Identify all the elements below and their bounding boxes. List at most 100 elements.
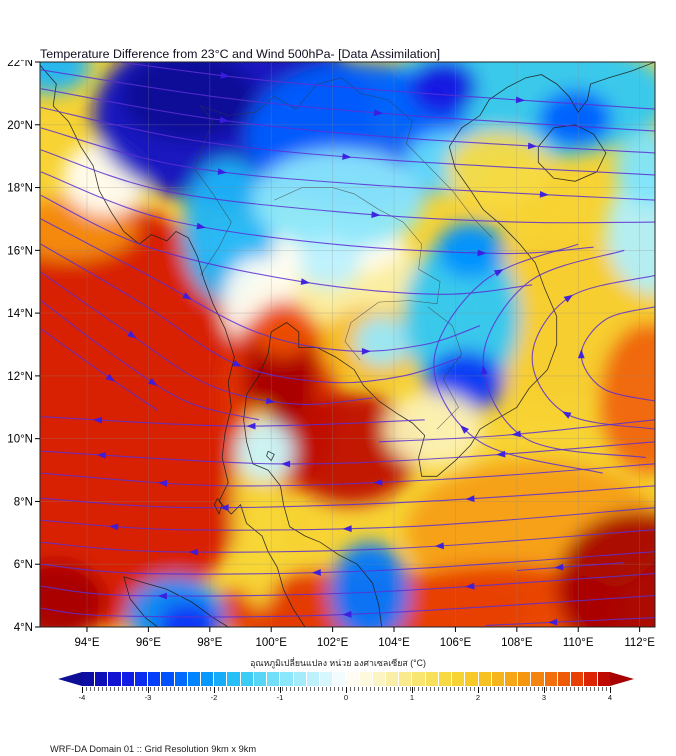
wind-arrow-icon [577,349,585,359]
wind-arrow-icon [158,479,168,487]
wind-arrow-icon [373,109,384,117]
colorbar-tick-value: 1 [409,693,415,702]
colorbar-tick-value: -4 [78,693,86,702]
colorbar-cell [386,672,399,686]
lon-axis-label: 112°E [624,637,655,649]
streamline [531,274,655,430]
colorbar-cell [544,672,557,686]
colorbar-right-arrow [610,672,634,686]
colorbar-major-tick [478,687,479,693]
colorbar-body [82,672,610,686]
anomaly-blob [615,131,655,207]
wind-arrow-icon [342,153,352,160]
lon-axis-label: 94°E [74,637,99,649]
colorbar-cell [584,672,597,686]
colorbar-cell [399,672,412,686]
colorbar-cell [425,672,438,686]
colorbar-major-tick [412,687,413,693]
coastline-path [537,124,607,182]
lon-axis-label: 110°E [563,637,594,649]
anomaly-blob [235,421,295,482]
colorbar-major-tick [148,687,149,693]
footer-domain-info: WRF-DA Domain 01 :: Grid Resolution 9km … [50,744,257,754]
streamline [486,617,655,626]
colorbar-cell [293,672,306,686]
anomaly-blob [252,300,315,358]
coastline-path [266,450,275,462]
wind-arrow-icon [371,211,381,218]
lon-axis-label: 108°E [501,637,533,649]
streamline [40,149,655,224]
colorbar-tick-value: 2 [475,693,481,702]
colorbar-major-tick [214,687,215,693]
streamline [40,271,373,406]
colorbar-cell [148,672,161,686]
lat-axis-label: 8°N [14,496,33,508]
temperature-field [40,62,655,627]
colorbar-tick-value: 4 [607,693,613,702]
colorbar-cell [319,672,333,686]
colorbar-cell [280,672,293,686]
chart-title: Temperature Difference from 23°C and Win… [40,47,441,61]
colorbar-cell [597,672,610,686]
lon-axis-label: 106°E [440,637,472,649]
colorbar-major-tick [346,687,347,693]
streamline [40,300,260,421]
wind-arrow-icon [127,330,137,339]
wind-arrow-icon [265,397,276,405]
streamline [40,69,655,132]
wind-arrow-icon [96,452,106,459]
anomaly-blob [556,510,655,627]
colorbar-cell [95,672,108,686]
streamline [40,171,594,255]
colorbar-cell [253,672,267,686]
lat-axis-label: 16°N [7,245,33,257]
wind-arrow-icon [480,365,488,375]
wind-arrow-icon [493,269,504,277]
streamline [40,106,655,176]
streamline [40,595,655,618]
streamline [378,419,655,443]
wind-arrow-icon [105,373,115,382]
lat-axis-label: 22°N [7,60,33,69]
anomaly-blob [298,237,361,288]
wind-arrow-icon [373,478,383,486]
colorbar-cell [531,672,544,686]
coastline-path [123,576,229,627]
lat-axis-label: 12°N [7,371,33,383]
wind-arrow-icon [563,294,573,303]
colorbar-title: อุณหภูมิเปลี่ยนแปลง หน่วย องศาเซลเซียส (… [250,658,426,668]
streamline [40,328,158,411]
colorbar-cell [571,672,584,686]
wind-arrow-icon [527,142,537,150]
anomaly-blob [40,200,269,627]
wind-arrow-icon [219,116,230,124]
wind-arrow-icon [465,582,475,590]
wind-arrow-icon [342,610,352,618]
colorbar [58,672,634,686]
wind-arrow-icon [92,416,103,424]
wind-arrow-icon [217,168,227,175]
streamline [40,127,655,201]
streamline [115,62,655,110]
colorbar-cell [412,672,425,686]
wind-arrow-icon [511,430,521,438]
colorbar-cell [333,672,346,686]
colorbar-cell [187,672,200,686]
colorbar-cell [452,672,465,686]
wind-arrow-icon [220,72,230,79]
colorbar-major-tick [82,687,83,693]
wind-arrow-icon [515,96,525,104]
anomaly-blob [157,601,219,627]
streamline [40,485,655,509]
wind-arrow-icon [182,292,192,300]
lat-axis-label: 4°N [14,622,33,634]
colorbar-cell [557,672,571,686]
wind-arrow-icon [188,548,198,556]
lat-axis-label: 18°N [7,183,33,195]
coastline-path [213,498,223,516]
lon-axis-label: 104°E [378,637,410,649]
lon-axis-label: 102°E [317,637,349,649]
wind-arrow-icon [434,542,444,550]
lat-axis-label: 6°N [14,559,33,571]
